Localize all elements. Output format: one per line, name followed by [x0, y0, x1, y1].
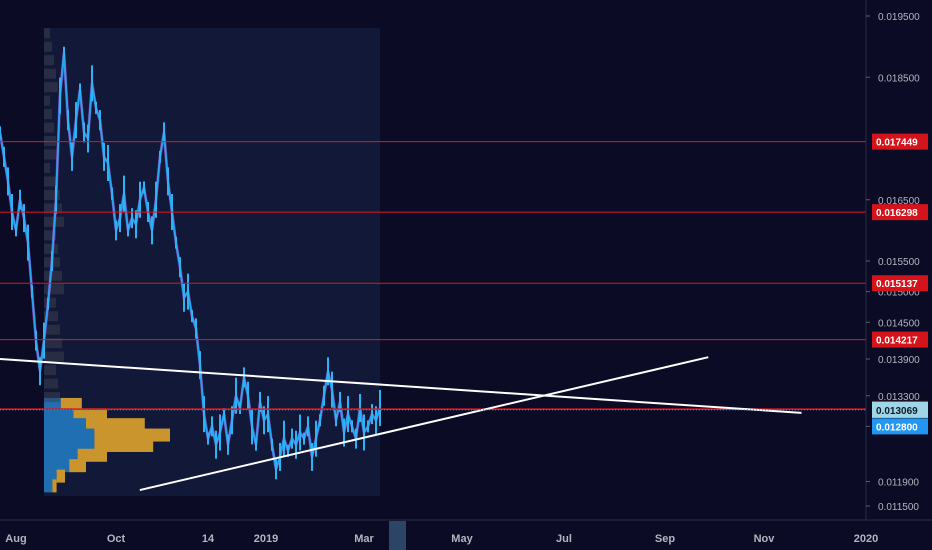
vp-buy-bar	[44, 448, 78, 462]
vp-upper-bar	[44, 365, 56, 376]
time-tick-label: Sep	[655, 533, 675, 545]
trendlines[interactable]	[0, 356, 802, 492]
vp-upper-bar	[44, 338, 62, 349]
price-tick-label: 0.016500	[878, 196, 920, 207]
current-price-badge-bg	[872, 401, 928, 418]
level-badge: 0.014217	[876, 336, 918, 347]
price-series	[0, 46, 382, 480]
vp-upper-bar	[44, 189, 60, 200]
crosshair-price-badge: 0.012800	[876, 422, 918, 433]
price-tick-label: 0.015500	[878, 257, 920, 268]
vp-upper-bar	[44, 176, 58, 187]
vp-buy-bar	[44, 428, 95, 442]
vp-upper-bar	[44, 55, 54, 66]
trendline[interactable]	[139, 356, 709, 492]
trendline[interactable]	[0, 358, 802, 414]
time-tick-label: May	[451, 533, 473, 545]
vp-upper-bar	[44, 68, 56, 79]
vp-buy-bar	[44, 459, 70, 473]
vp-sell-bar	[73, 408, 107, 422]
vp-upper-bar	[44, 136, 56, 147]
vp-sell-bar	[77, 448, 107, 462]
vp-upper-bar	[44, 230, 56, 241]
time-tick-label: 14	[202, 533, 215, 545]
vp-upper-bar	[44, 378, 58, 389]
vp-upper-bar	[44, 297, 56, 308]
vp-buy-bar	[44, 438, 95, 452]
current-price-badge: 0.013069	[876, 406, 918, 417]
vp-buy-bar	[44, 408, 74, 422]
level-badge: 0.017449	[876, 138, 918, 149]
price-tick-label: 0.013900	[878, 355, 920, 366]
vp-upper-bar	[44, 163, 50, 173]
level-badge: 0.015137	[876, 279, 918, 290]
price-tick-label: 0.018500	[878, 73, 920, 84]
vp-upper-bar	[44, 203, 62, 214]
vp-buy-bar	[44, 479, 53, 493]
price-tick-label: 0.013300	[878, 392, 920, 403]
time-tick-label: Aug	[5, 533, 26, 545]
vp-buy-bar	[44, 418, 86, 432]
vp-sell-bar	[94, 438, 154, 452]
vp-sell-bar	[94, 428, 170, 442]
vp-sell-bar	[52, 479, 57, 493]
vp-upper-bar	[44, 270, 62, 281]
level-badge-bg	[872, 204, 928, 221]
time-tick-label: 2019	[254, 533, 278, 545]
crosshair-price-badge-bg	[872, 418, 928, 435]
time-tick-label: Jul	[556, 533, 572, 545]
price-tick-label: 0.019500	[878, 12, 920, 23]
vp-upper-bar	[44, 122, 54, 133]
vp-buy-bar	[44, 469, 57, 483]
price-tick-label: 0.011500	[878, 502, 919, 513]
vp-upper-bar	[44, 324, 60, 335]
price-tick-label: 0.014500	[878, 318, 920, 329]
time-tick-label: 2020	[854, 533, 878, 545]
vp-upper-bar	[44, 149, 58, 160]
price-tick-label: 0.015000	[878, 288, 920, 299]
vp-upper-bar	[44, 82, 58, 93]
level-badge-bg	[872, 275, 928, 292]
price-badges: 0.0174490.0162980.0151370.0142170.013085…	[872, 133, 928, 435]
time-tick-label: Nov	[754, 533, 776, 545]
time-tick-label: Mar	[354, 533, 374, 545]
vp-sell-bar	[56, 469, 65, 483]
vp-upper-bar	[44, 284, 64, 295]
level-badge-bg	[872, 133, 928, 150]
vp-upper-bar	[44, 109, 52, 120]
level-badge-bg	[872, 331, 928, 348]
vp-upper-bar	[44, 95, 50, 106]
time-axis-highlight	[389, 521, 406, 550]
time-axis[interactable]: Aug Oct 14 2019 Mar May Jul Sep Nov 2020	[5, 533, 878, 545]
vp-upper-bar	[44, 28, 50, 39]
time-tick-label: Oct	[107, 533, 126, 545]
price-tick-label: 0.011900	[878, 478, 919, 489]
vp-upper-bar	[44, 41, 52, 52]
vp-upper-bar	[44, 243, 58, 254]
vp-upper-bar	[44, 392, 60, 403]
vp-upper-bar	[44, 311, 58, 322]
vp-sell-bar	[60, 397, 82, 411]
vp-upper-bar	[44, 351, 64, 362]
vp-sell-bar	[69, 459, 86, 473]
level-badge: 0.016298	[876, 208, 918, 219]
vp-sell-bar	[86, 418, 145, 432]
